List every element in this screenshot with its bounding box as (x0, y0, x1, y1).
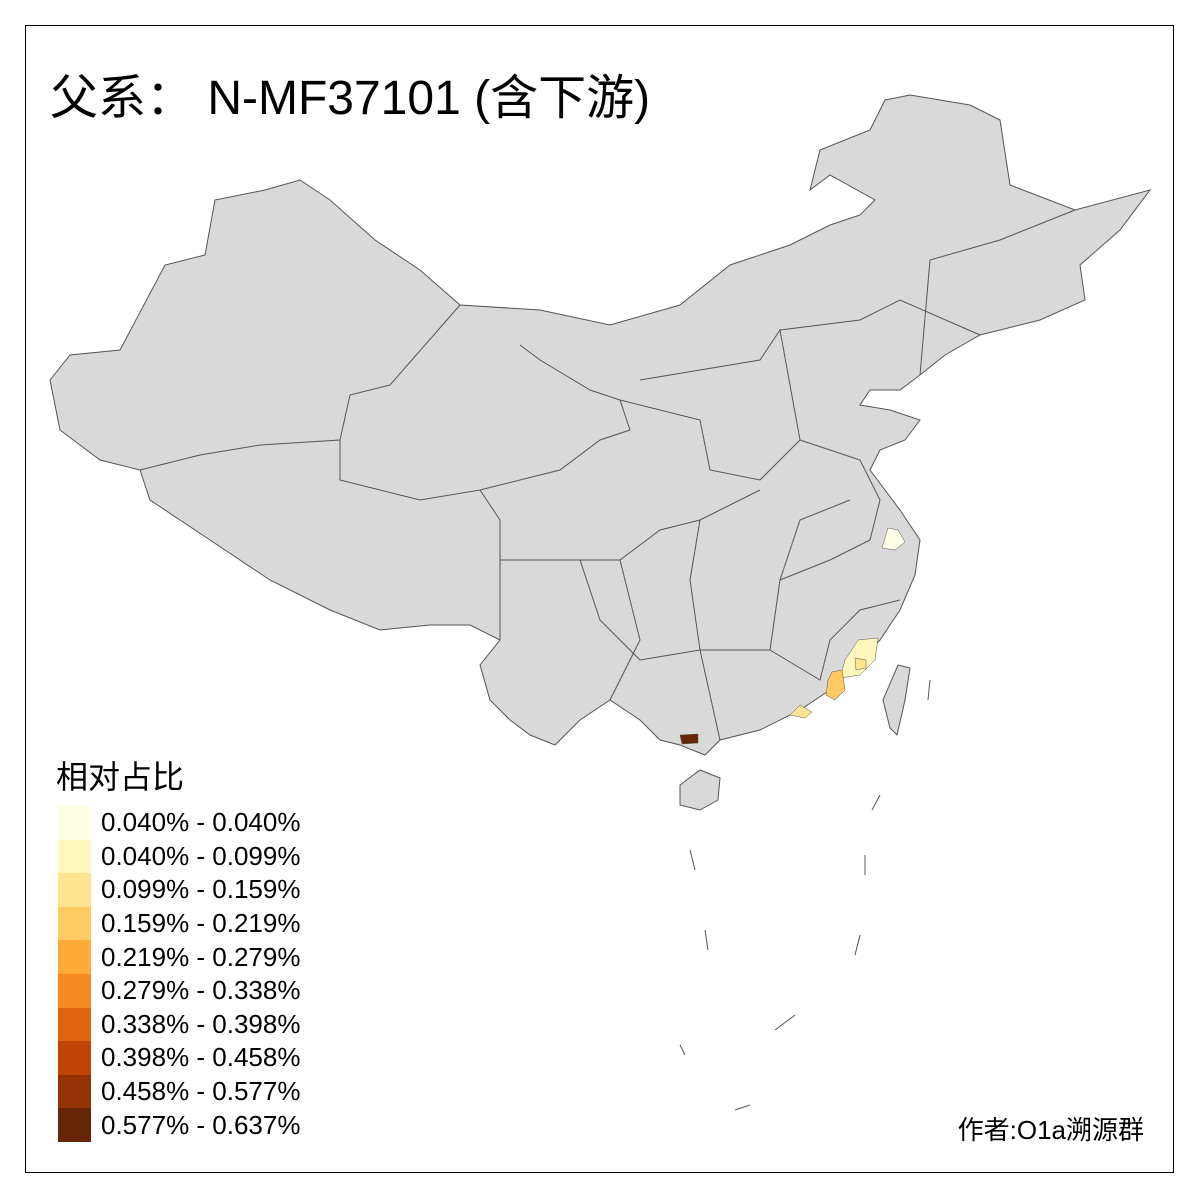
map-title: 父系： N-MF37101 (含下游) (50, 72, 651, 125)
legend-label: 0.398% - 0.458% (101, 1042, 301, 1073)
province-borders (139, 209, 1076, 741)
legend-swatch (58, 1074, 91, 1109)
jiangsu-highlight (881, 527, 906, 551)
legend-swatch (58, 1108, 91, 1142)
legend-item: 0.159% - 0.219% (58, 906, 301, 941)
legend-label: 0.577% - 0.637% (101, 1109, 301, 1140)
legend-item: 0.279% - 0.338% (58, 973, 301, 1008)
author-credit: 作者:O1a溯源群 (957, 1115, 1144, 1145)
legend-swatch (58, 1007, 91, 1042)
legend-item: 0.398% - 0.458% (58, 1041, 300, 1075)
legend-label: 0.040% - 0.099% (101, 840, 301, 871)
legend-item: 0.040% - 0.040% (58, 806, 300, 840)
legend-item: 0.040% - 0.099% (58, 839, 301, 874)
fujian-highlight-1 (839, 637, 879, 679)
legend-label: 0.279% - 0.338% (101, 975, 301, 1006)
legend-item: 0.099% - 0.159% (58, 873, 300, 907)
fujian-highlight-2 (854, 657, 867, 671)
legend-label: 0.099% - 0.159% (101, 874, 301, 905)
legend-item: 0.458% - 0.577% (58, 1074, 301, 1109)
hainan-region (679, 769, 721, 811)
legend-label: 0.219% - 0.279% (101, 941, 301, 972)
legend-item: 0.338% - 0.398% (58, 1007, 301, 1042)
legend-item: 0.219% - 0.279% (58, 940, 300, 974)
legend-title: 相对占比 (56, 759, 185, 795)
south-sea-islands (679, 679, 931, 1111)
guangxi-highlight (679, 733, 699, 745)
legend: 0.040% - 0.040% 0.040% - 0.099% 0.099% - 0… (58, 806, 300, 1142)
legend-label: 0.159% - 0.219% (101, 908, 301, 939)
legend-item: 0.577% - 0.637% (58, 1108, 300, 1142)
guangdong-highlight-2 (789, 704, 813, 719)
plot-frame (25, 25, 1174, 1173)
legend-swatch (58, 940, 91, 974)
legend-label: 0.458% - 0.577% (101, 1076, 301, 1107)
legend-swatch (58, 873, 91, 907)
mainland-region (49, 94, 1152, 756)
legend-swatch (58, 806, 91, 840)
legend-swatch (58, 906, 91, 941)
legend-label: 0.040% - 0.040% (101, 807, 301, 838)
legend-swatch (58, 973, 91, 1008)
taiwan-region (882, 664, 911, 736)
legend-label: 0.338% - 0.398% (101, 1008, 301, 1039)
legend-swatch (58, 1041, 91, 1075)
guangdong-highlight-1 (825, 669, 846, 701)
legend-swatch (58, 839, 91, 874)
